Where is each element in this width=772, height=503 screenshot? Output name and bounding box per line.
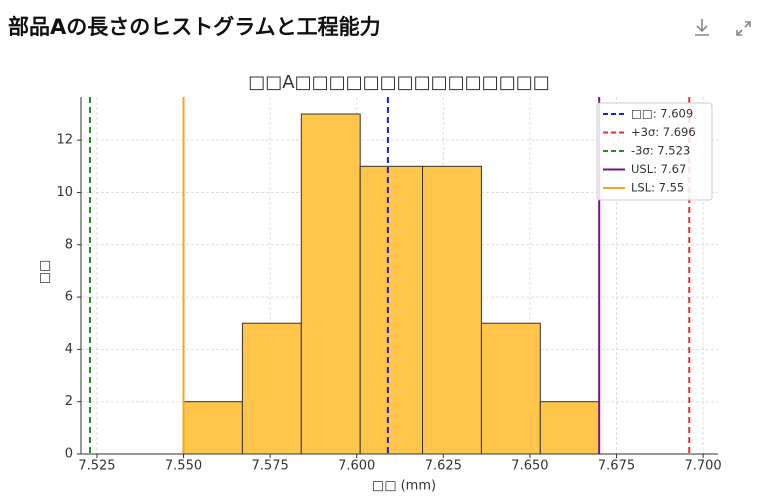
chart-title: □□A□□□□□□□□□□□□□□□: [248, 72, 549, 93]
y-tick-label: 4: [65, 342, 73, 357]
bar: [359, 165, 424, 455]
x-tick-label: 7.575: [252, 459, 289, 474]
x-axis-label: □□ (mm): [372, 479, 436, 494]
x-tick-label: 7.600: [338, 459, 375, 474]
legend-label: LSL: 7.55: [631, 181, 684, 195]
x-tick-label: 7.550: [165, 459, 202, 474]
bar: [539, 401, 600, 455]
expand-button[interactable]: [736, 21, 751, 36]
y-tick-label: 2: [65, 394, 73, 409]
x-tick-label: 7.675: [598, 459, 635, 474]
y-tick-label: 8: [65, 237, 73, 252]
bar: [241, 322, 302, 455]
expand-icon: [736, 21, 751, 36]
download-icon: [695, 19, 709, 36]
bar: [480, 322, 541, 455]
legend-box: [596, 102, 713, 201]
bar: [300, 113, 361, 455]
legend-label: USL: 7.67: [631, 162, 686, 176]
bar: [422, 165, 482, 455]
legend-label: -3σ: 7.523: [631, 144, 690, 158]
y-tick-label: 0: [65, 447, 73, 462]
y-axis-label: □□: [38, 260, 53, 285]
x-tick-label: 7.525: [78, 459, 115, 474]
download-button[interactable]: [695, 19, 709, 36]
legend-label: □□: 7.609: [631, 107, 693, 121]
x-tick-label: 7.650: [511, 459, 548, 474]
y-tick-label: 10: [56, 185, 73, 200]
x-tick-label: 7.700: [684, 459, 721, 474]
y-tick-label: 6: [65, 290, 73, 305]
y-tick-label: 12: [56, 133, 73, 148]
legend-label: +3σ: 7.696: [631, 125, 696, 139]
x-tick-label: 7.625: [425, 459, 462, 474]
page-title: 部品Aの長さのヒストグラムと工程能力: [8, 15, 381, 39]
bar: [183, 401, 243, 455]
